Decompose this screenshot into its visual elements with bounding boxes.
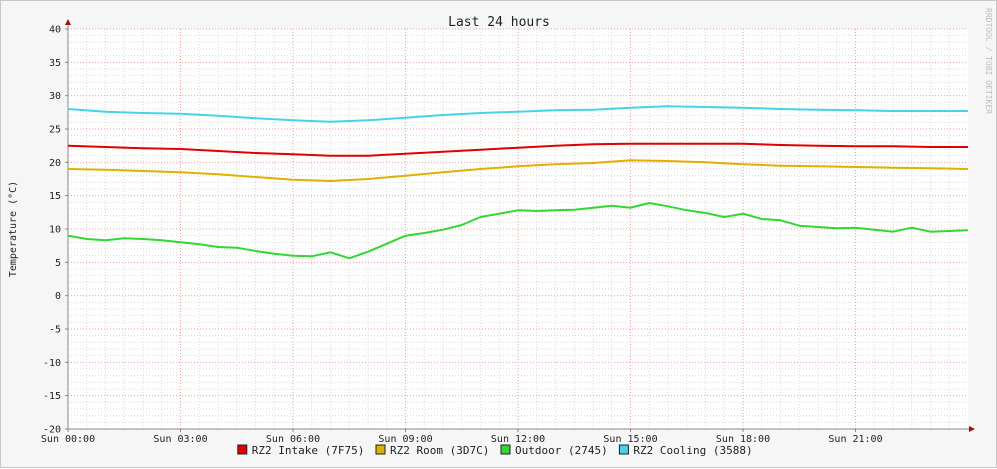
plot-lines (67, 105, 969, 260)
legend-swatch-2 (375, 444, 386, 455)
y-tick-label: 20 (49, 158, 61, 169)
y-tick-label: 35 (49, 58, 61, 69)
y-tick-label: 5 (55, 258, 61, 269)
series-line-2 (67, 159, 969, 182)
legend-label-4: RZ2 Cooling (3588) (633, 444, 752, 457)
axes (65, 19, 975, 432)
x-axis-arrow (969, 426, 975, 432)
y-tick-label: -20 (43, 425, 61, 436)
series-line-3 (67, 202, 969, 260)
grid (67, 28, 968, 430)
x-tick-label: Sun 12:00 (491, 434, 545, 445)
chart-title: Last 24 hours (448, 15, 550, 30)
y-tick-label: -10 (43, 358, 61, 369)
legend-swatch-4 (618, 444, 629, 455)
x-tick-label: Sun 00:00 (41, 434, 95, 445)
y-axis-arrow (65, 19, 71, 25)
legend-label-2: RZ2 Room (3D7C) (390, 444, 489, 457)
y-tick-label: 0 (55, 291, 61, 302)
legend-label-3: Outdoor (2745) (515, 444, 608, 457)
x-tick-label: Sun 03:00 (153, 434, 207, 445)
y-tick-label: -5 (49, 325, 61, 336)
y-tick-label: 40 (49, 25, 61, 36)
legend-swatch-3 (500, 444, 511, 455)
x-tick-label: Sun 18:00 (716, 434, 770, 445)
y-tick-label: 30 (49, 91, 61, 102)
legend-swatch-1 (237, 444, 248, 455)
x-tick-label: Sun 09:00 (378, 434, 432, 445)
x-tick-label: Sun 21:00 (828, 434, 882, 445)
y-tick-label: 25 (49, 125, 61, 136)
watermark-text: RRDTOOL / TOBI OETIKER (984, 8, 993, 114)
x-tick-label: Sun 06:00 (266, 434, 320, 445)
legend-label-1: RZ2 Intake (7F75) (252, 444, 365, 457)
x-tick-label: Sun 15:00 (603, 434, 657, 445)
y-tick-label: -15 (43, 391, 61, 402)
y-axis-label: Temperature (°C) (8, 181, 19, 277)
series-line-4 (67, 105, 968, 123)
y-tick-label: 10 (49, 225, 61, 236)
y-tick-label: 15 (49, 191, 61, 202)
series-line-1 (67, 142, 968, 157)
